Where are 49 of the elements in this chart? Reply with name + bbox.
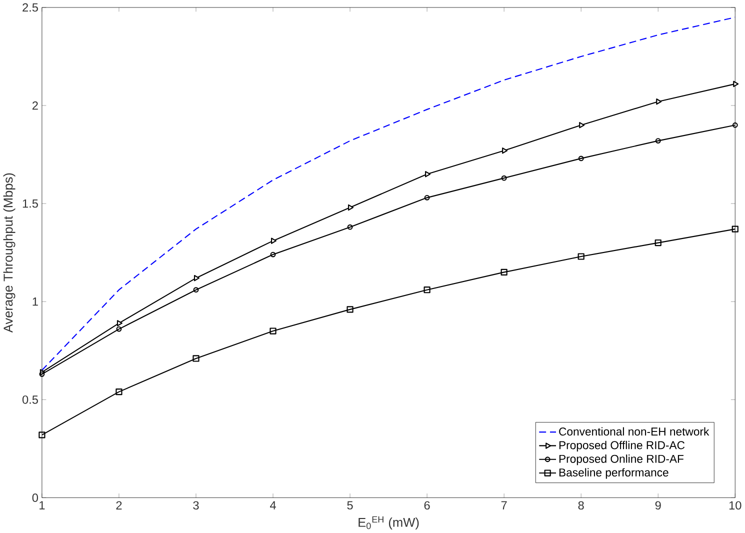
y-axis-title: Average Throughput (Mbps)	[3, 173, 16, 333]
point	[194, 275, 200, 282]
x-tick-label: 9	[655, 501, 661, 510]
point	[347, 224, 353, 230]
point	[424, 195, 430, 201]
y-tick-label: 1	[32, 298, 38, 306]
legend-label: Proposed Online RID-AF	[559, 454, 684, 466]
point	[348, 204, 354, 211]
point	[270, 328, 276, 334]
x-tick-label: 4	[270, 501, 276, 510]
point	[500, 269, 508, 276]
y-tick-label: 2	[32, 102, 38, 110]
point	[655, 138, 661, 144]
point	[346, 306, 354, 313]
point	[733, 80, 739, 88]
point	[502, 148, 508, 154]
point	[579, 122, 585, 128]
y-tick-label: 1.5	[22, 200, 38, 208]
legend-label: Proposed Offline RID-AC	[559, 441, 685, 452]
point	[116, 320, 122, 326]
x-tick-label: 5	[347, 501, 353, 510]
y-tick-label: 2.5	[22, 3, 38, 12]
point	[192, 355, 200, 362]
x-tick-label: 2	[116, 501, 122, 510]
point	[732, 226, 738, 232]
point	[116, 388, 122, 396]
point	[501, 175, 507, 181]
point	[654, 240, 662, 246]
x-tick-label: 10	[729, 501, 742, 510]
y-tick-label: 0.5	[22, 396, 38, 404]
x-tick-label: 3	[193, 501, 199, 510]
point	[578, 156, 584, 162]
point	[270, 252, 276, 258]
point	[116, 326, 122, 332]
x-tick-label: 6	[424, 501, 430, 510]
point	[425, 171, 431, 178]
point	[193, 287, 199, 293]
point	[424, 286, 430, 294]
point	[578, 253, 584, 260]
x-axis-title: E$_{0}$$^{EH}$ (mW)	[358, 516, 419, 530]
x-tick-label: 7	[501, 501, 507, 510]
x-tick-label: 8	[578, 501, 584, 510]
legend-label: Baseline performance	[559, 468, 668, 479]
y-tick-label: 0	[32, 494, 38, 502]
point	[656, 98, 662, 105]
legend-label: Conventional non-EH network	[559, 427, 710, 436]
point	[38, 432, 46, 438]
x-tick-label: 1	[40, 501, 45, 510]
point	[270, 238, 277, 244]
